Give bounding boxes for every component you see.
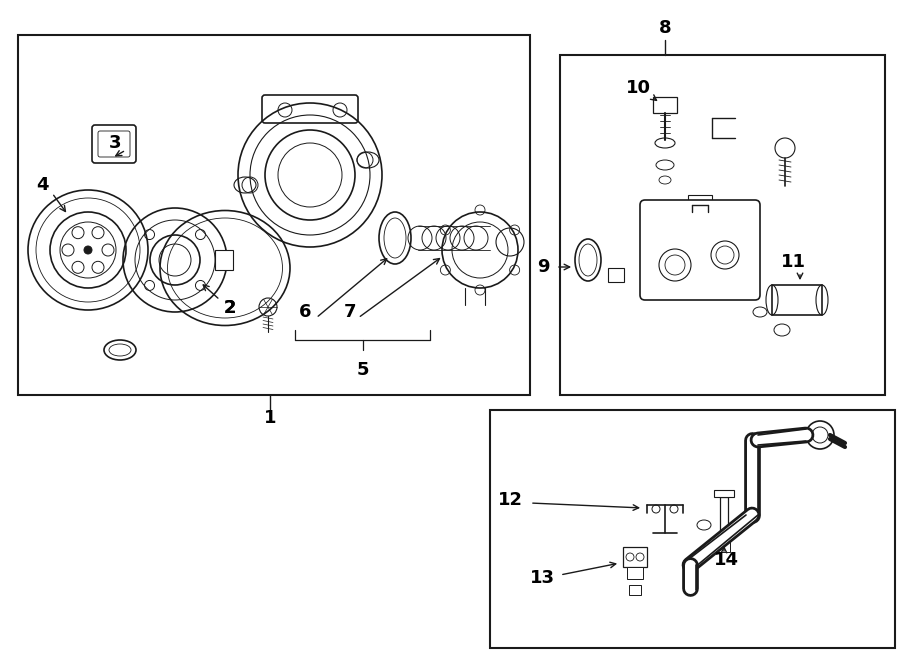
Text: 2: 2 [224, 299, 236, 317]
Text: 1: 1 [264, 409, 276, 427]
Bar [490, 410, 895, 648]
Text: 12: 12 [498, 491, 523, 509]
Text: 2: 2 [224, 299, 236, 317]
FancyBboxPatch shape [262, 95, 358, 123]
FancyBboxPatch shape [98, 131, 130, 157]
Bar [688, 195, 712, 205]
Text: 11: 11 [780, 253, 806, 271]
FancyBboxPatch shape [92, 125, 136, 163]
Bar [215, 250, 233, 270]
Text: 4: 4 [36, 176, 49, 194]
Text: 14: 14 [714, 551, 739, 569]
Text: 7: 7 [344, 303, 356, 321]
Text: 8: 8 [659, 19, 671, 37]
Bar [18, 35, 530, 395]
Bar [627, 567, 643, 579]
Bar [772, 285, 822, 315]
Bar [720, 497, 728, 542]
Text: 13: 13 [529, 569, 554, 587]
Bar [560, 55, 885, 395]
Text: 6: 6 [299, 303, 311, 321]
Bar [623, 547, 647, 567]
Text: 5: 5 [356, 361, 369, 379]
Text: 10: 10 [626, 79, 651, 97]
FancyBboxPatch shape [640, 200, 760, 300]
Bar [629, 585, 641, 595]
Text: 3: 3 [109, 134, 122, 152]
Text: 9: 9 [536, 258, 549, 276]
Circle shape [84, 246, 92, 254]
Bar [608, 268, 624, 282]
Bar [718, 542, 730, 552]
Bar [714, 490, 734, 497]
Bar [653, 97, 677, 113]
